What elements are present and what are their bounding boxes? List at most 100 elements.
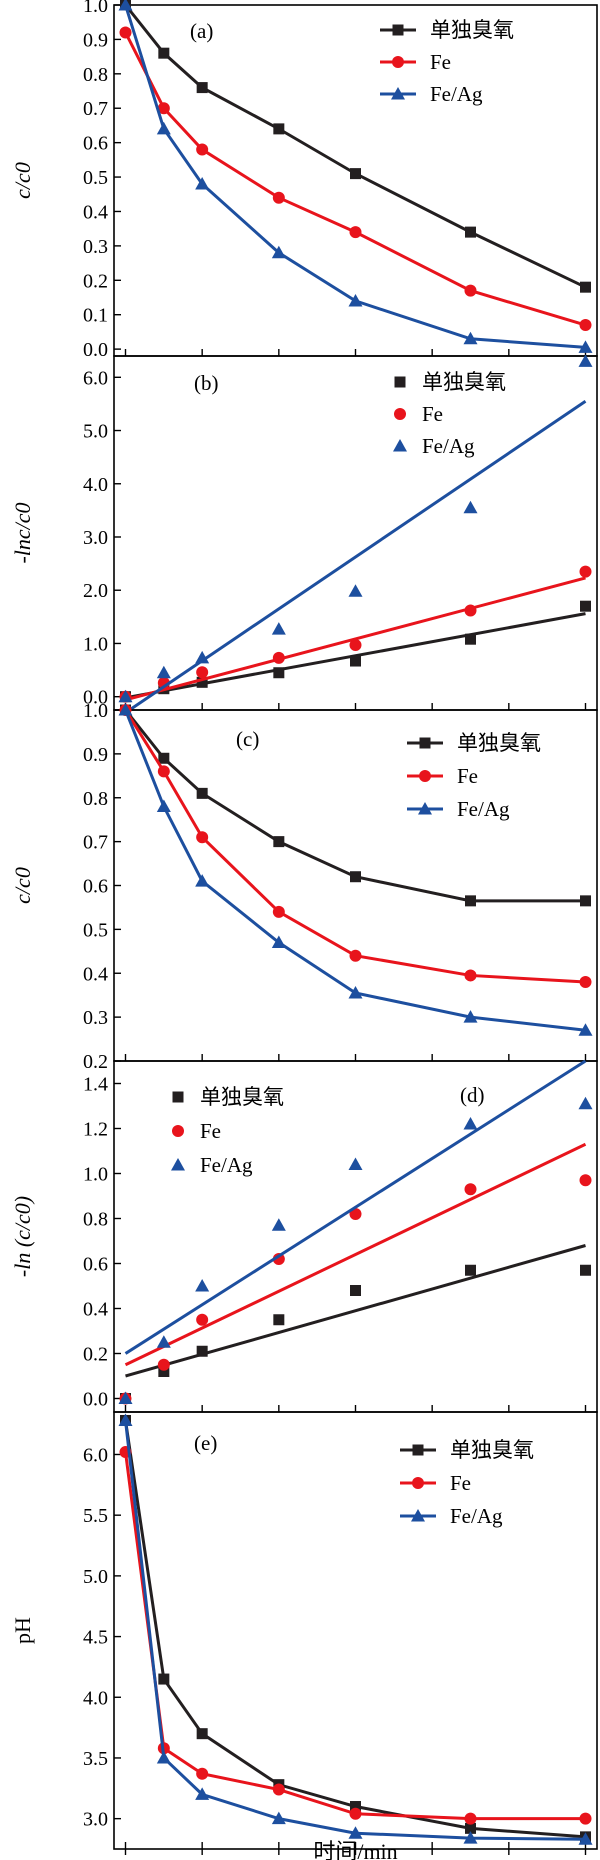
legend-label: 单独臭氧 [422,370,506,394]
y-tick-label: 1.0 [83,0,108,17]
legend-label: Fe [422,402,443,426]
data-point [118,1391,133,1404]
y-tick-label: 0.0 [83,339,108,361]
y-axis-label: pH [10,1617,35,1644]
y-tick-label: 6.0 [83,1444,108,1466]
plot-frame [113,709,598,1062]
y-tick-label: 1.0 [83,700,108,722]
fit-line [124,1059,587,1355]
y-axis-label: -ln (c/c0) [10,1196,35,1277]
data-point [578,1023,593,1036]
data-point [196,1345,208,1357]
y-axis-label: -lnc/c0 [10,502,35,563]
data-point [464,604,477,617]
data-point [580,1264,591,1276]
y-tick-label: 5.0 [83,421,108,443]
data-point [349,1208,362,1220]
legend-marker [171,1158,185,1171]
legend-marker [392,56,404,68]
y-axis-label: c/c0 [10,162,35,199]
data-point [349,226,362,239]
legend-label: Fe [200,1119,221,1143]
series-line [124,1420,586,1839]
fit-line [124,1142,587,1367]
y-axis-label: c/c0 [10,867,35,904]
y-tick-label: 3.0 [83,1809,108,1831]
data-point [156,1750,171,1764]
data-point [578,340,593,353]
data-point [271,622,286,635]
data-point [195,176,210,190]
data-point [158,47,170,59]
panel-tag: (e) [194,1431,217,1455]
data-point [464,969,477,982]
legend-marker [412,1477,424,1489]
data-point [350,871,361,883]
data-point [580,600,591,612]
y-tick-label: 5.5 [83,1505,108,1527]
data-point [350,655,361,667]
data-point [196,143,209,156]
legend-marker [394,376,406,388]
y-tick-label: 3.0 [83,527,108,549]
data-point [196,787,208,799]
legend-label: 单独臭氧 [450,1438,534,1462]
y-tick-label: 5.0 [83,1566,108,1588]
data-point [271,1811,286,1825]
legend-label: 单独臭氧 [200,1085,284,1109]
data-point [463,1117,478,1130]
y-tick-label: 1.0 [83,633,108,655]
legend-marker [411,1509,425,1522]
legend-label: 单独臭氧 [457,731,541,755]
legend-marker [392,24,404,36]
data-point [580,281,591,293]
y-tick-label: 1.2 [83,1119,108,1141]
data-point [464,1183,477,1196]
plot-frame [113,1411,598,1850]
data-point [196,1767,209,1780]
data-point [579,1174,592,1187]
y-tick-label: 0.9 [83,744,108,766]
legend-marker [418,802,432,815]
data-point [271,935,286,949]
y-tick-label: 0.2 [83,1344,108,1366]
data-point [465,633,476,645]
legend-marker [391,87,405,100]
legend-marker [419,737,431,749]
legend-marker [394,408,406,420]
chart-panel-2: 0.2 0.3 0.4 0.5 0.6 0.7 0.8 0.9 1.0 c/c0 (c) 单独臭氧 Fe… [10,700,598,1073]
y-tick-label: 0.5 [83,167,108,189]
data-point [272,1783,285,1796]
data-point [156,799,171,813]
data-point [196,666,209,679]
data-point [465,895,476,907]
y-tick-label: 0.4 [83,201,108,223]
legend-marker [172,1125,184,1137]
y-tick-label: 0.0 [83,1389,108,1411]
data-point [158,1673,170,1685]
y-tick-label: 3.5 [83,1748,108,1770]
data-point [118,689,133,703]
chart-panel-4: 3.03.54.04.55.05.56.0pH(e)单独臭氧FeFe/Ag010… [10,1411,598,1855]
data-point [348,1826,363,1839]
y-tick-label: 0.2 [83,270,108,292]
y-tick-label: 0.8 [83,788,108,810]
data-point [272,191,285,204]
legend-label: Fe [430,50,451,74]
data-point [463,1831,478,1844]
y-tick-label: 0.3 [83,1007,108,1029]
data-point [157,765,170,778]
panel-tag: (d) [460,1083,485,1107]
legend-label: Fe/Ag [422,434,475,458]
series-line [124,709,586,1032]
data-point [273,667,285,679]
panel-tag: (b) [194,371,219,395]
data-point [348,1157,363,1170]
y-tick-label: 0.6 [83,133,108,155]
data-point [465,1822,476,1834]
data-point [196,1313,209,1326]
data-point [579,565,592,578]
data-point [464,284,477,297]
data-point [158,1366,170,1377]
chart-panel-1: 0.0 1.0 2.0 3.0 4.0 5.0 6.0 -lnc/c0 (b) 单独臭氧 Fe Fe/… [10,354,598,714]
